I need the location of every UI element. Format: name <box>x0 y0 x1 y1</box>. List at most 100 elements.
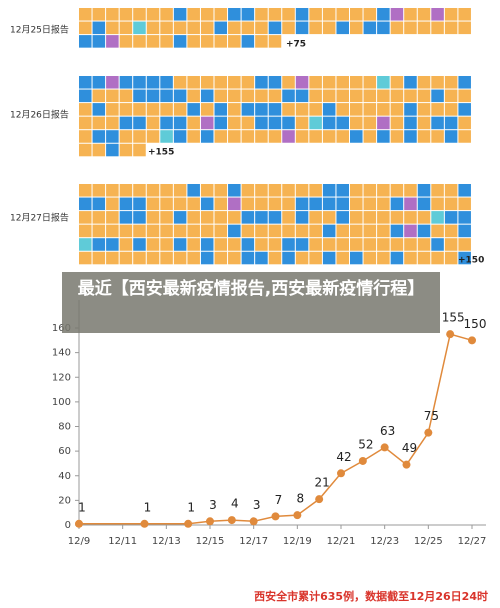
case-cell <box>444 238 458 251</box>
case-cell <box>200 238 214 251</box>
case-cell <box>282 116 295 130</box>
case-cell <box>444 21 458 35</box>
case-cell <box>200 211 214 224</box>
report-added: +75 <box>286 40 306 50</box>
footer-note: 西安全市累计635例，数据截至12月26日24时 <box>254 589 488 603</box>
case-cell <box>295 89 309 103</box>
case-cell <box>160 35 173 48</box>
case-cell <box>404 103 417 116</box>
case-cell <box>322 184 336 197</box>
case-cell <box>417 184 431 197</box>
case-cell <box>146 116 160 130</box>
case-cell <box>92 21 106 35</box>
case-cell <box>458 130 471 143</box>
case-cell <box>390 8 404 21</box>
case-cell <box>119 35 133 48</box>
point <box>446 330 455 339</box>
case-cell <box>214 184 228 197</box>
case-cell <box>350 130 363 143</box>
case-cell <box>187 116 200 130</box>
y-tick-label: 100 <box>52 397 71 408</box>
case-cell <box>390 211 404 224</box>
line <box>79 333 473 525</box>
case-cell <box>322 8 336 21</box>
case-cell <box>458 21 471 35</box>
case-cell <box>268 103 282 116</box>
case-cell <box>268 21 282 35</box>
case-cell <box>336 21 349 35</box>
case-cell <box>79 76 92 89</box>
case-cell <box>255 103 268 116</box>
case-cell <box>228 197 241 211</box>
report-label: 12月27日报告 <box>10 212 69 224</box>
case-cell <box>431 103 444 116</box>
case-cell <box>146 35 160 48</box>
x-tick-label: 12/9 <box>68 536 90 547</box>
x-tick-label: 12/15 <box>196 536 225 547</box>
point <box>468 336 476 345</box>
case-cell <box>241 116 255 130</box>
point <box>271 512 280 521</box>
case-cell <box>119 103 133 116</box>
case-cell <box>322 76 336 89</box>
case-cell <box>79 224 92 238</box>
case-cell <box>268 251 282 265</box>
case-cell <box>106 130 119 143</box>
y-tick-label: 120 <box>52 372 71 383</box>
case-cell <box>133 8 146 21</box>
case-cell <box>119 76 133 89</box>
case-cell <box>377 130 390 143</box>
case-cell <box>350 116 363 130</box>
case-cell <box>350 76 363 89</box>
data-label: 7 <box>275 493 283 507</box>
case-cell <box>431 130 444 143</box>
point <box>140 519 149 528</box>
case-cell <box>268 76 282 89</box>
point <box>249 517 258 526</box>
case-cell <box>377 103 390 116</box>
case-cell <box>363 251 377 265</box>
case-cell <box>133 197 146 211</box>
point <box>315 495 324 504</box>
case-cell <box>228 130 241 143</box>
case-cell <box>444 76 458 89</box>
case-cell <box>106 184 119 197</box>
case-cell <box>79 130 92 143</box>
case-cell <box>133 184 146 197</box>
case-cell <box>322 197 336 211</box>
case-cell <box>228 238 241 251</box>
case-cell <box>309 184 322 197</box>
case-cell <box>350 21 363 35</box>
case-cell <box>458 8 471 21</box>
x-tick-label: 12/13 <box>152 536 181 547</box>
case-cell <box>255 89 268 103</box>
case-cell <box>146 184 160 197</box>
case-cell <box>92 211 106 224</box>
case-cell <box>404 76 417 89</box>
case-cell <box>92 35 106 48</box>
case-cell <box>255 76 268 89</box>
case-cell <box>228 211 241 224</box>
case-cell <box>133 130 146 143</box>
case-cell <box>390 21 404 35</box>
case-cell <box>417 76 431 89</box>
case-cell <box>187 21 200 35</box>
case-cell <box>458 184 471 197</box>
y-tick-label: 20 <box>58 495 71 506</box>
case-cell <box>241 35 255 48</box>
case-cell <box>404 238 417 251</box>
case-cell <box>200 76 214 89</box>
case-cell <box>268 197 282 211</box>
case-cell <box>241 8 255 21</box>
case-cell <box>241 130 255 143</box>
case-cell <box>200 184 214 197</box>
case-cell <box>92 238 106 251</box>
case-cell <box>390 130 404 143</box>
case-cell <box>431 184 444 197</box>
case-cell <box>255 116 268 130</box>
x-tick-label: 12/23 <box>370 536 399 547</box>
case-cell <box>79 251 92 265</box>
case-cell <box>417 238 431 251</box>
case-cell <box>173 211 187 224</box>
